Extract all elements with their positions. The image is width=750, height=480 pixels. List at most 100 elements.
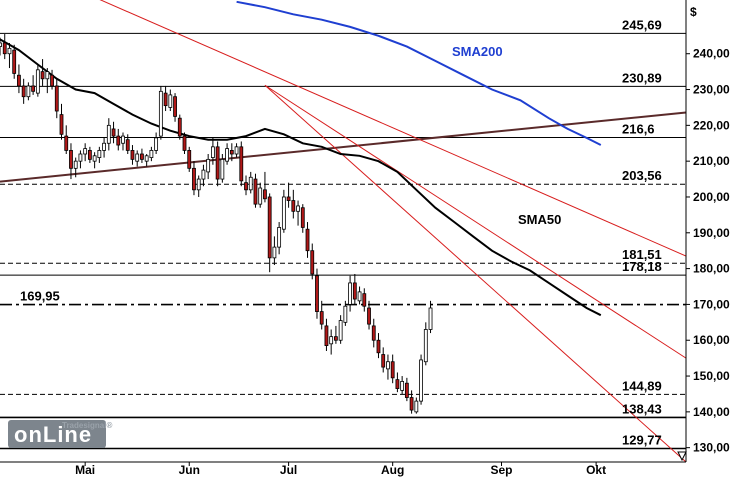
- candle-body: [253, 178, 258, 205]
- candle-body: [263, 189, 267, 200]
- candle-body: [267, 196, 272, 259]
- candle-body: [21, 85, 26, 98]
- candle-body: [338, 320, 343, 341]
- candle-body: [286, 196, 291, 201]
- level-label: 144,89: [622, 378, 662, 393]
- y-tick-label: 210,00: [693, 154, 730, 168]
- trend-line: [0, 111, 687, 183]
- candle-body: [244, 182, 248, 191]
- y-tick-label: 220,00: [693, 118, 730, 132]
- candle-body: [73, 160, 78, 169]
- candle-body: [362, 293, 367, 307]
- candle-body: [206, 158, 211, 173]
- candle-body: [196, 178, 201, 191]
- candle-body: [102, 142, 106, 151]
- candle-body: [367, 307, 371, 325]
- candle-body: [319, 311, 324, 325]
- candle-body: [248, 176, 253, 191]
- candle-body: [201, 169, 206, 180]
- candle-body: [334, 336, 338, 341]
- candle-body: [54, 85, 59, 112]
- x-tick-label: Okt: [586, 463, 606, 477]
- candle-body: [272, 246, 277, 259]
- candle-body: [239, 146, 244, 182]
- candle-body: [154, 137, 159, 151]
- candle-body: [35, 69, 40, 94]
- sma-line: [0, 38, 602, 317]
- candle-body: [50, 74, 54, 87]
- y-tick-label: 180,00: [693, 262, 730, 276]
- candle-body: [182, 135, 187, 151]
- y-tick-label: 190,00: [693, 226, 730, 240]
- candle-body: [7, 47, 12, 55]
- trend-line: [264, 84, 687, 359]
- candle-body: [220, 158, 225, 180]
- candle-body: [163, 92, 168, 107]
- moving-averages: SMA200 SMA50: [0, 0, 602, 317]
- logo-top-text: Tradesignal®: [62, 421, 112, 430]
- candle-body: [78, 153, 83, 162]
- candle-body: [310, 250, 315, 275]
- candle-body: [177, 117, 182, 137]
- level-label: 178,18: [622, 259, 662, 274]
- candle-body: [348, 282, 352, 305]
- trend-line: [264, 84, 687, 463]
- candle-body: [40, 71, 45, 80]
- level-lines: [0, 32, 686, 450]
- x-tick-label: Jun: [179, 463, 200, 477]
- candle-body: [234, 146, 239, 155]
- candle-body: [97, 150, 102, 158]
- candle-body: [92, 155, 97, 162]
- level-label: 216,6: [622, 122, 655, 137]
- candle-body: [59, 114, 64, 135]
- corner-marker: [677, 451, 687, 462]
- candle-body: [116, 135, 121, 146]
- x-tick-label: Aug: [381, 463, 404, 477]
- candle-body: [409, 397, 414, 411]
- candle-body: [404, 382, 409, 398]
- candle-body: [26, 85, 31, 98]
- level-label: 138,43: [622, 401, 662, 416]
- candle-body: [69, 150, 73, 169]
- level-label: 129,77: [622, 432, 662, 447]
- candle-body: [144, 155, 149, 162]
- candle-body: [386, 361, 390, 370]
- candle-body: [352, 282, 357, 300]
- sma200-label: SMA200: [452, 44, 503, 59]
- candle-body: [371, 325, 376, 341]
- y-tick-label: 230,00: [693, 83, 730, 97]
- candle-body: [305, 228, 310, 252]
- trend-lines: [0, 0, 687, 463]
- candle-body: [64, 135, 69, 151]
- candle-body: [258, 187, 263, 205]
- y-tick-label: 150,00: [693, 369, 730, 383]
- sma50-label: SMA50: [518, 212, 561, 227]
- candle-body: [168, 94, 173, 108]
- candle-body: [376, 339, 381, 354]
- level-label: 230,89: [622, 70, 662, 85]
- candle-body: [173, 96, 177, 117]
- candle-body: [111, 128, 116, 137]
- y-tick-label: 130,00: [693, 441, 730, 455]
- candle-body: [17, 74, 21, 87]
- level-label: 169,95: [20, 289, 60, 304]
- candle-body: [158, 90, 163, 137]
- candle-body: [229, 150, 234, 155]
- y-tick-label: 240,00: [693, 47, 730, 61]
- candle-body: [357, 291, 362, 302]
- candle-body: [414, 400, 419, 413]
- candle-body: [121, 135, 125, 144]
- candle-body: [0, 42, 2, 47]
- sma-line: [236, 0, 602, 146]
- candle-body: [300, 207, 305, 228]
- candle-body: [277, 227, 282, 248]
- candle-body: [130, 150, 135, 160]
- candle-body: [381, 354, 386, 368]
- y-tick-label: 140,00: [693, 405, 730, 419]
- candle-body: [45, 71, 50, 80]
- candle-body: [135, 153, 140, 162]
- x-tick-label: Mai: [75, 463, 95, 477]
- y-tick-label: 160,00: [693, 333, 730, 347]
